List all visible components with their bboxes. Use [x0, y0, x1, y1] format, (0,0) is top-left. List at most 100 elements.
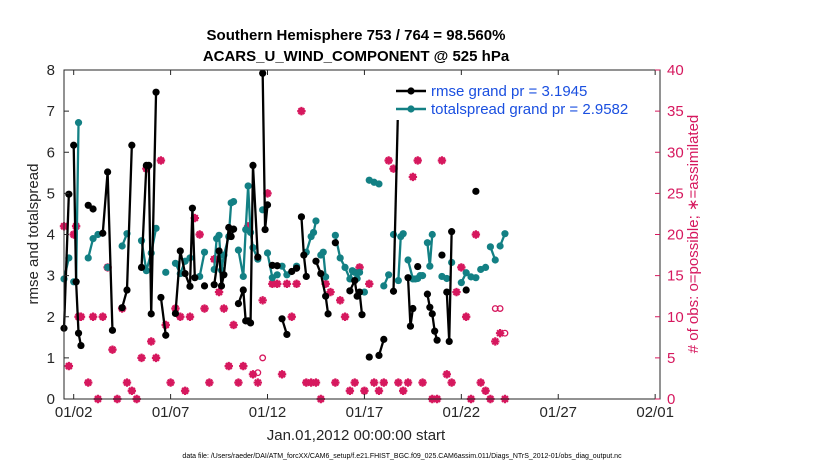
- obs-assimilated-point: [374, 386, 384, 395]
- obs-assimilated-point: [447, 378, 456, 387]
- y-tick-label-left: 4: [47, 227, 55, 244]
- legend-box: [392, 76, 654, 120]
- spread-point: [501, 230, 509, 238]
- obs-assimilated-point: [219, 304, 229, 313]
- spread-point: [74, 119, 83, 127]
- obs-assimilated-point: [384, 156, 393, 165]
- obs-assimilated-point: [418, 378, 427, 387]
- spread-point: [229, 198, 238, 206]
- spread-point: [273, 271, 281, 279]
- rmse-point: [472, 187, 480, 195]
- spread-point: [428, 230, 436, 239]
- x-tick-label: 01/12: [249, 404, 287, 421]
- rmse-point: [239, 286, 247, 294]
- obs-assimilated-point: [76, 312, 86, 321]
- rmse-line-segment: [72, 145, 83, 346]
- obs-assimilated-point: [243, 222, 253, 231]
- y-axis-label-right: # of obs: o=possible; ∗=assimilated: [685, 115, 702, 354]
- obs-assimilated-point: [195, 230, 204, 239]
- rmse-point: [445, 337, 453, 346]
- rmse-point: [443, 288, 451, 296]
- rmse-point: [215, 247, 223, 255]
- rmse-point: [263, 201, 272, 209]
- obs-assimilated-point: [239, 361, 248, 371]
- rmse-point: [365, 353, 373, 361]
- spread-point: [443, 274, 451, 283]
- legend-spread-label: totalspread grand pr = 2.9582: [431, 101, 628, 118]
- spread-point: [496, 242, 504, 250]
- data-file-footnote: data file: /Users/raeder/DAI/ATM_forcXX/…: [182, 453, 622, 460]
- obs-assimilated-point: [331, 378, 340, 387]
- spread-point: [215, 231, 223, 239]
- obs-assimilated-point: [365, 279, 374, 289]
- rmse-point: [414, 262, 422, 271]
- spread-point: [418, 272, 427, 280]
- obs-assimilated-point: [457, 263, 466, 272]
- spread-point: [239, 272, 247, 281]
- rmse-point: [404, 274, 412, 282]
- rmse-point: [259, 69, 267, 77]
- y-tick-label-right: 25: [667, 185, 684, 202]
- legend-rmse-marker: [407, 87, 415, 95]
- spread-point: [355, 268, 364, 276]
- obs-assimilated-point: [214, 287, 224, 297]
- rmse-point: [181, 269, 189, 278]
- spread-point: [380, 282, 388, 290]
- y-tick-label-right: 10: [667, 309, 684, 326]
- rmse-point: [322, 292, 330, 300]
- rmse-point: [317, 269, 325, 278]
- obs-assimilated-point: [340, 312, 350, 321]
- x-tick-label: 01/22: [443, 404, 481, 421]
- rmse-line-segment: [174, 207, 196, 314]
- spread-point: [481, 263, 490, 271]
- rmse-point: [65, 190, 73, 198]
- x-tick-label: 01/17: [346, 404, 384, 421]
- rmse-point: [171, 309, 180, 318]
- rmse-point: [108, 326, 117, 334]
- rmse-line-segment: [62, 194, 70, 329]
- rmse-point: [254, 253, 262, 261]
- spread-point: [404, 256, 412, 264]
- rmse-point: [423, 290, 432, 298]
- y-tick-label-right: 15: [667, 268, 684, 285]
- obs-assimilated-point: [69, 230, 78, 239]
- y-tick-label-right: 30: [667, 144, 684, 161]
- obs-assimilated-point: [495, 329, 505, 338]
- rmse-point: [229, 225, 238, 233]
- obs-assimilated-point: [403, 378, 413, 387]
- obs-assimilated-point: [234, 378, 243, 387]
- obs-assimilated-point: [277, 370, 287, 379]
- rmse-point: [99, 229, 107, 237]
- y-tick-label-right: 5: [667, 350, 675, 367]
- y-axis-label-left: rmse and totalspread: [25, 164, 42, 305]
- rmse-point: [431, 327, 439, 335]
- obs-assimilated-point: [311, 378, 321, 387]
- rmse-point: [312, 257, 320, 265]
- obs-assimilated-point: [161, 320, 170, 330]
- obs-assimilated-point: [64, 361, 74, 371]
- obs-assimilated-point: [360, 386, 369, 395]
- obs-assimilated-point: [297, 106, 306, 116]
- y-tick-label-left: 7: [47, 103, 55, 120]
- rmse-point: [438, 251, 446, 259]
- obs-assimilated-point: [335, 296, 345, 305]
- rmse-point: [123, 286, 131, 294]
- obs-assimilated-point: [273, 279, 282, 289]
- rmse-line-segment: [358, 291, 364, 315]
- obs-assimilated-point: [185, 312, 195, 321]
- obs-assimilated-point: [437, 156, 447, 165]
- obs-assimilated-point: [355, 263, 364, 272]
- rmse-point: [220, 271, 228, 279]
- rmse-line-segment: [392, 95, 400, 292]
- spread-point: [462, 269, 470, 277]
- spread-point: [423, 239, 432, 247]
- legend-rmse-label: rmse grand pr = 3.1945: [431, 83, 587, 100]
- obs-assimilated-point: [461, 312, 471, 321]
- obs-assimilated-point: [88, 312, 98, 321]
- obs-assimilated-point: [292, 279, 301, 289]
- obs-assimilated-point: [268, 279, 277, 289]
- obs-possible-point: [259, 354, 267, 362]
- rmse-point: [162, 331, 170, 339]
- rmse-point: [346, 287, 354, 295]
- obs-assimilated-point: [379, 378, 389, 387]
